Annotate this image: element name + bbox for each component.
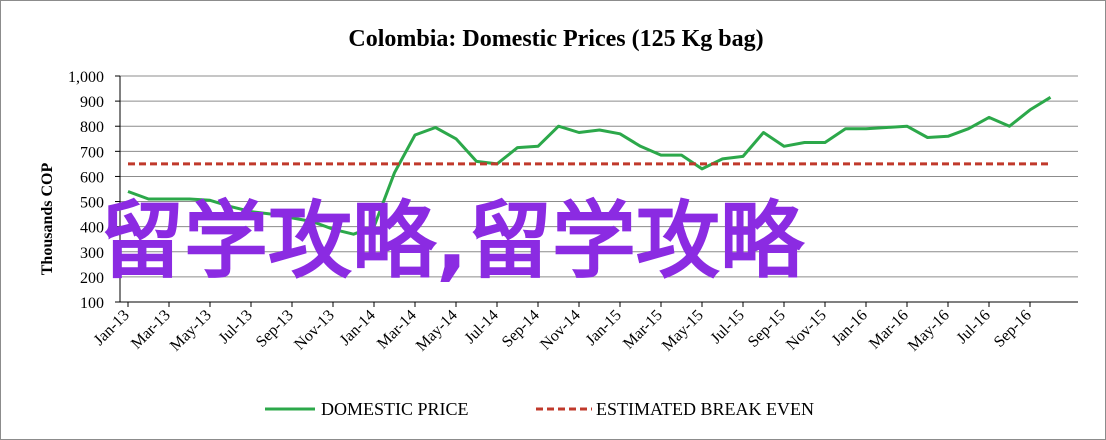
axes [119, 76, 1078, 303]
x-tick-label: Jan-13 [91, 307, 133, 349]
x-tick-label: May-14 [413, 307, 461, 355]
y-tick-label: 400 [80, 220, 104, 237]
y-axis-label: Thousands COP [39, 163, 56, 276]
y-tick-label: 500 [80, 195, 104, 212]
watermark-text: 留学攻略,留学攻略 [100, 192, 806, 290]
x-tick-label: Nov-15 [783, 307, 830, 354]
x-tick-label: Mar-14 [374, 307, 420, 353]
series-group [127, 96, 1052, 236]
x-tick-label: Jul-16 [954, 307, 994, 347]
x-tick-label: Nov-14 [537, 307, 584, 354]
y-tick-label: 800 [80, 119, 104, 136]
x-tick-label: Mar-15 [620, 307, 666, 353]
y-axis-ticks: 100 200 300 400 500 600 700 800 900 1,000 [68, 69, 120, 312]
x-tick-label: Sep-14 [499, 307, 543, 351]
y-tick-label: 700 [80, 144, 104, 161]
x-tick-label: May-15 [659, 307, 707, 355]
x-tick-label: Jul-14 [462, 307, 502, 347]
legend-label-domestic-price: DOMESTIC PRICE [321, 399, 469, 419]
x-tick-label: Mar-13 [128, 307, 174, 353]
x-tick-label: Nov-13 [291, 307, 338, 354]
legend: DOMESTIC PRICE ESTIMATED BREAK EVEN [265, 399, 814, 419]
x-tick-label: Jul-13 [216, 307, 256, 347]
x-tick-label: May-13 [167, 307, 215, 355]
x-tick-label: Mar-16 [866, 307, 912, 353]
y-tick-label: 300 [80, 245, 104, 262]
x-tick-label: Sep-15 [745, 307, 789, 351]
y-tick-label: 900 [80, 94, 104, 111]
x-tick-label: Jan-14 [337, 307, 379, 349]
x-tick-label: Jan-16 [829, 307, 871, 349]
y-tick-label: 200 [80, 270, 104, 287]
y-tick-label: 100 [80, 295, 104, 312]
chart-title: Colombia: Domestic Prices (125 Kg bag) [348, 26, 763, 52]
x-tick-label: Jul-15 [708, 307, 748, 347]
legend-label-break-even: ESTIMATED BREAK EVEN [596, 399, 814, 419]
x-tick-label: May-16 [905, 307, 953, 355]
y-tick-label: 600 [80, 169, 104, 186]
x-tick-label: Sep-13 [253, 307, 297, 351]
y-tick-label: 1,000 [68, 69, 104, 86]
x-tick-label: Jan-15 [583, 307, 625, 349]
x-tick-label: Sep-16 [991, 307, 1035, 351]
series-line-domestic-price [127, 96, 1052, 236]
